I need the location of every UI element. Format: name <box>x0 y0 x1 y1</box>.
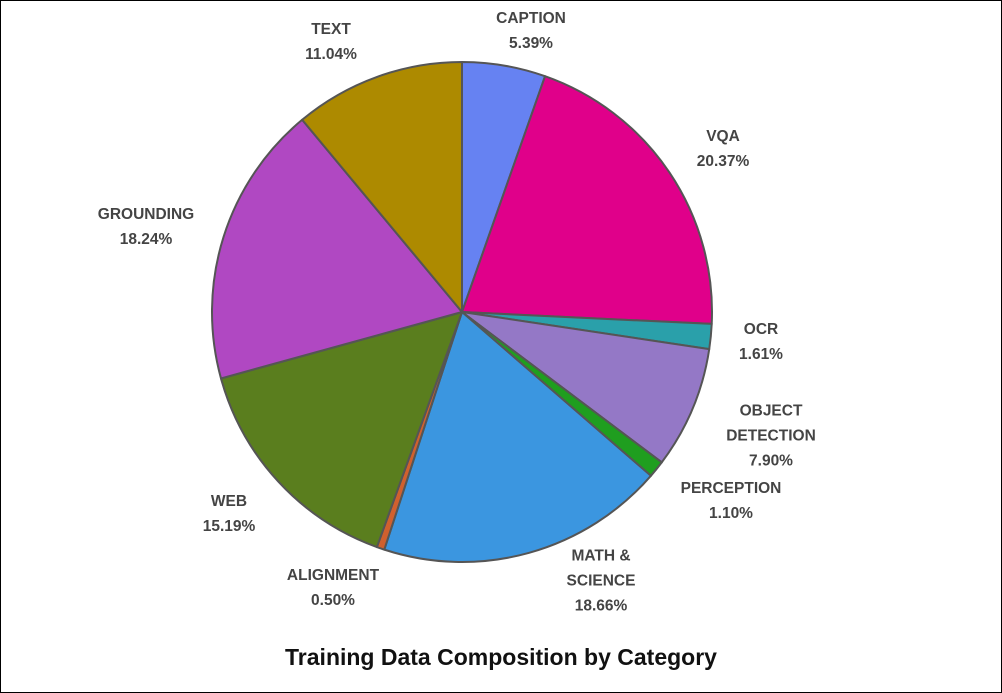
pie-slice <box>383 311 652 563</box>
category-label: TEXT <box>311 21 351 38</box>
value-label: 20.37% <box>696 153 750 170</box>
pie-slice <box>219 311 463 549</box>
slice-label: MATH & SCIENCE 18.66% <box>542 544 660 619</box>
slice-label: PERCEPTION 1.10% <box>672 476 790 526</box>
pie-slice <box>461 311 711 464</box>
slice-label: VQA 20.37% <box>664 124 782 174</box>
slice-label: ALIGNMENT 0.50% <box>274 563 392 613</box>
category-label: VQA <box>706 128 740 145</box>
slice-label: GROUNDING 18.24% <box>87 202 205 252</box>
value-label: 18.66% <box>574 597 628 615</box>
slice-label: OBJECT DETECTION 7.90% <box>712 399 830 474</box>
value-label: 5.39% <box>509 35 553 52</box>
pie-slice <box>461 75 713 325</box>
pie-slice <box>301 61 463 313</box>
category-label: PERCEPTION <box>680 480 782 497</box>
slice-label: TEXT 11.04% <box>272 17 390 67</box>
category-label: OCR <box>743 321 779 338</box>
value-label: 11.04% <box>305 46 357 63</box>
slice-label: WEB 15.19% <box>170 489 288 539</box>
category-label: MATH & SCIENCE <box>566 547 636 590</box>
category-label: CAPTION <box>496 10 566 27</box>
value-label: 1.10% <box>709 505 753 522</box>
category-label: WEB <box>210 493 248 510</box>
value-label: 1.61% <box>739 346 783 363</box>
category-label: GROUNDING <box>97 206 195 223</box>
value-label: 7.90% <box>749 452 793 470</box>
slice-label: OCR 1.61% <box>702 317 820 367</box>
chart-title: Training Data Composition by Category <box>285 644 717 670</box>
value-label: 0.50% <box>311 592 355 609</box>
slice-label: CAPTION 5.39% <box>472 6 590 56</box>
pie-slice <box>211 118 463 380</box>
category-label: ALIGNMENT <box>286 567 380 584</box>
category-label: OBJECT DETECTION <box>726 402 816 445</box>
value-label: 18.24% <box>119 231 173 248</box>
value-label: 15.19% <box>202 518 256 535</box>
